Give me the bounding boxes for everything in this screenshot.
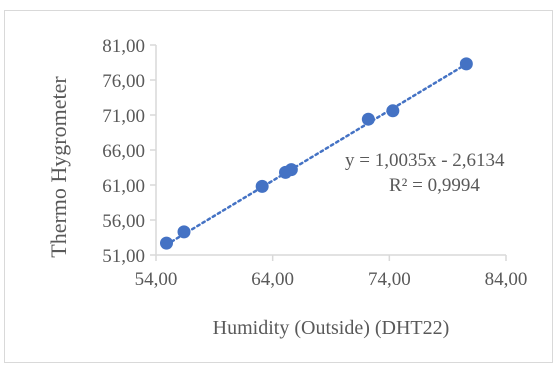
trendline-layer — [165, 62, 468, 246]
data-point — [177, 225, 191, 239]
trendline-equation: y = 1,0035x - 2,6134 — [345, 150, 505, 171]
y-tick-label: 51,00 — [102, 246, 145, 267]
x-tick-label: 64,00 — [251, 269, 294, 290]
tick-labels: 51,00 56,00 61,00 66,00 71,00 76,00 81,00 54,00… — [102, 36, 527, 290]
data-point — [255, 179, 269, 193]
data-point — [361, 112, 375, 126]
x-tick-label: 54,00 — [135, 269, 178, 290]
y-tick-label: 61,00 — [102, 176, 145, 197]
x-tick-label: 84,00 — [485, 269, 528, 290]
y-tick-label: 71,00 — [102, 106, 145, 127]
data-point — [386, 104, 400, 118]
y-tick-label: 81,00 — [102, 36, 145, 57]
axes — [150, 44, 507, 261]
y-tick-label: 56,00 — [102, 211, 145, 232]
y-tick-label: 76,00 — [102, 71, 145, 92]
data-point — [284, 163, 298, 177]
data-points — [160, 57, 473, 250]
x-axis-label: Humidity (Outside) (DHT22) — [213, 317, 450, 339]
data-point — [459, 57, 473, 71]
trendline — [165, 62, 468, 246]
data-point — [160, 236, 173, 250]
x-tick-label: 74,00 — [368, 269, 411, 290]
y-tick-label: 66,00 — [102, 141, 145, 162]
y-axis-label: Thermo Hygrometer — [46, 76, 71, 258]
trendline-r-squared: R² = 0,9994 — [389, 175, 480, 196]
